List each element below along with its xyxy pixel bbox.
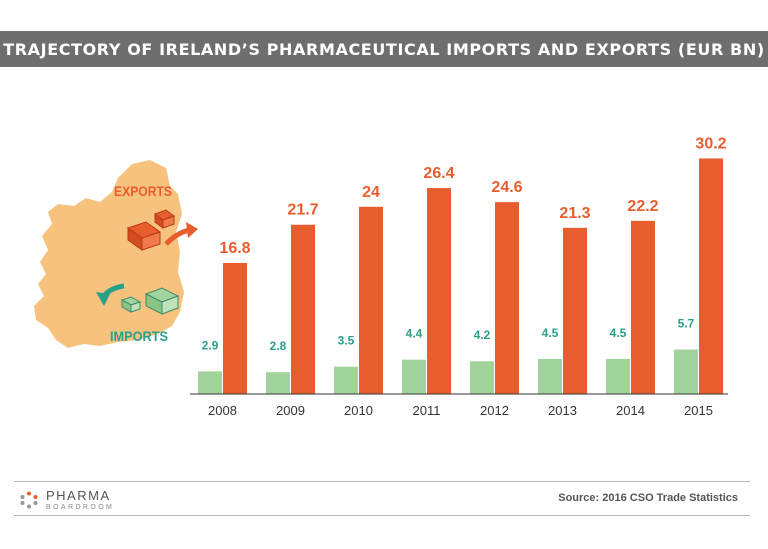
bar-imports-2013 bbox=[538, 358, 562, 394]
label-imports-2010: 3.5 bbox=[338, 334, 355, 348]
x-tick-2010: 2010 bbox=[344, 403, 373, 418]
label-exports-2011: 26.4 bbox=[423, 165, 454, 182]
footer-divider-top bbox=[14, 481, 750, 482]
label-imports-2014: 4.5 bbox=[610, 326, 627, 340]
x-tick-2014: 2014 bbox=[616, 403, 645, 418]
bars-group: 2.9 16.8 2008 2.8 21.7 2009 3.5 24 2010 4.4 26.4 20… bbox=[198, 135, 727, 418]
logo-brand-main: PHARMA bbox=[46, 488, 111, 503]
x-tick-2008: 2008 bbox=[208, 403, 237, 418]
label-exports-2012: 24.6 bbox=[491, 179, 522, 196]
label-exports-2015: 30.2 bbox=[695, 135, 726, 152]
label-imports-2015: 5.7 bbox=[678, 317, 695, 331]
bar-imports-2014 bbox=[606, 358, 630, 394]
bar-exports-2015 bbox=[699, 158, 723, 394]
bar-exports-2013 bbox=[563, 227, 587, 394]
bar-exports-2008 bbox=[223, 262, 247, 394]
source-note: Source: 2016 CSO Trade Statistics bbox=[558, 492, 738, 504]
bar-imports-2015 bbox=[674, 349, 698, 394]
x-tick-2012: 2012 bbox=[480, 403, 509, 418]
bar-exports-2012 bbox=[495, 202, 519, 394]
import-boxes-icon bbox=[96, 283, 180, 315]
label-imports-2012: 4.2 bbox=[474, 328, 491, 342]
bar-imports-2010 bbox=[334, 366, 358, 394]
logo-dots-icon bbox=[20, 491, 38, 509]
export-boxes-icon bbox=[126, 209, 198, 251]
bar-imports-2012 bbox=[470, 361, 494, 394]
x-tick-2009: 2009 bbox=[276, 403, 305, 418]
label-imports-2009: 2.8 bbox=[270, 339, 287, 353]
bar-exports-2009 bbox=[291, 224, 315, 394]
label-exports-2009: 21.7 bbox=[287, 202, 318, 219]
label-imports-2013: 4.5 bbox=[542, 326, 559, 340]
label-exports-2014: 22.2 bbox=[627, 198, 658, 215]
bar-imports-2008 bbox=[198, 371, 222, 394]
x-tick-2011: 2011 bbox=[413, 403, 441, 418]
chart-title: TRAJECTORY OF IRELAND’S PHARMACEUTICAL I… bbox=[0, 31, 768, 67]
x-tick-2013: 2013 bbox=[548, 403, 577, 418]
bar-exports-2014 bbox=[631, 220, 655, 394]
legend-imports: IMPORTS bbox=[110, 328, 168, 344]
x-tick-2015: 2015 bbox=[684, 403, 713, 418]
label-exports-2008: 16.8 bbox=[219, 240, 250, 257]
logo-brand-sub: BOARDROOM bbox=[46, 504, 115, 511]
bar-imports-2009 bbox=[266, 372, 290, 394]
ireland-map-illustration bbox=[34, 160, 198, 348]
bar-imports-2011 bbox=[402, 359, 426, 394]
label-exports-2010: 24 bbox=[362, 184, 380, 201]
bar-exports-2011 bbox=[427, 188, 451, 394]
footer-divider-bottom bbox=[14, 515, 750, 516]
label-imports-2008: 2.9 bbox=[202, 338, 219, 352]
label-exports-2013: 21.3 bbox=[559, 205, 590, 222]
legend-exports: EXPORTS bbox=[114, 183, 172, 199]
label-imports-2011: 4.4 bbox=[406, 327, 423, 341]
pharma-boardroom-logo: PHARMA BOARDROOM bbox=[20, 489, 114, 511]
bar-exports-2010 bbox=[359, 206, 383, 394]
